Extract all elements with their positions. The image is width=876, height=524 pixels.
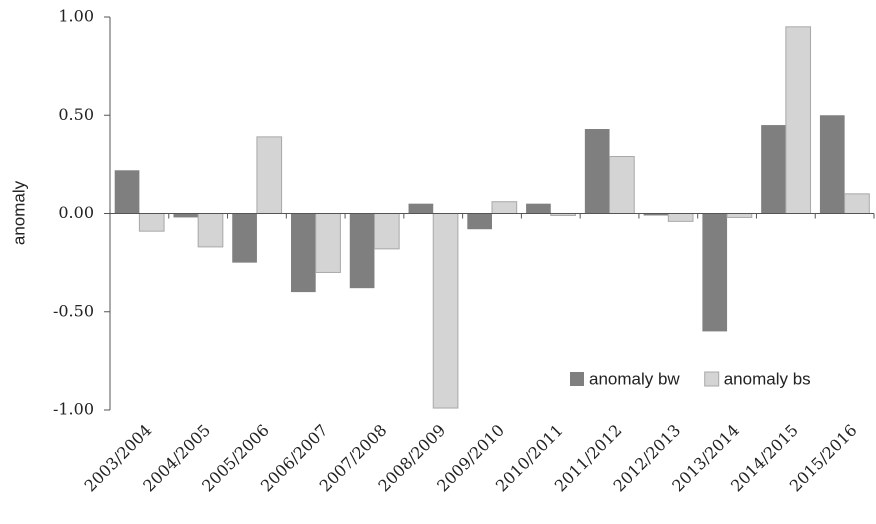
bar (408, 203, 434, 214)
bar (256, 136, 283, 215)
bar (726, 213, 753, 218)
bar (844, 193, 870, 215)
bar (819, 115, 845, 214)
bar (197, 213, 224, 248)
bar (761, 125, 786, 214)
bar (232, 213, 257, 263)
y-tick-label: -1.00 (53, 400, 94, 419)
bar (526, 203, 551, 214)
bar (315, 213, 341, 273)
bar (609, 156, 635, 214)
bar (667, 213, 694, 222)
bar (291, 213, 316, 293)
legend-label: anomaly bw (589, 369, 680, 388)
bar (373, 213, 400, 250)
bar (138, 213, 165, 232)
legend-label: anomaly bs (724, 369, 811, 388)
bar (114, 170, 140, 214)
y-tick-label: 1.00 (58, 7, 94, 26)
y-tick-label: 0.00 (58, 203, 94, 222)
bar (432, 213, 459, 409)
bar (785, 26, 812, 215)
bar (584, 129, 610, 214)
bar (349, 213, 375, 289)
bar (173, 213, 199, 218)
legend-swatch (570, 372, 584, 386)
bar (491, 201, 518, 215)
y-axis-title: anomaly (9, 180, 28, 245)
bar (643, 213, 669, 216)
bar (467, 213, 492, 230)
legend-swatch (704, 371, 720, 387)
bar (702, 213, 728, 332)
y-tick-label: -0.50 (53, 301, 94, 320)
y-tick-label: 0.50 (58, 105, 94, 124)
